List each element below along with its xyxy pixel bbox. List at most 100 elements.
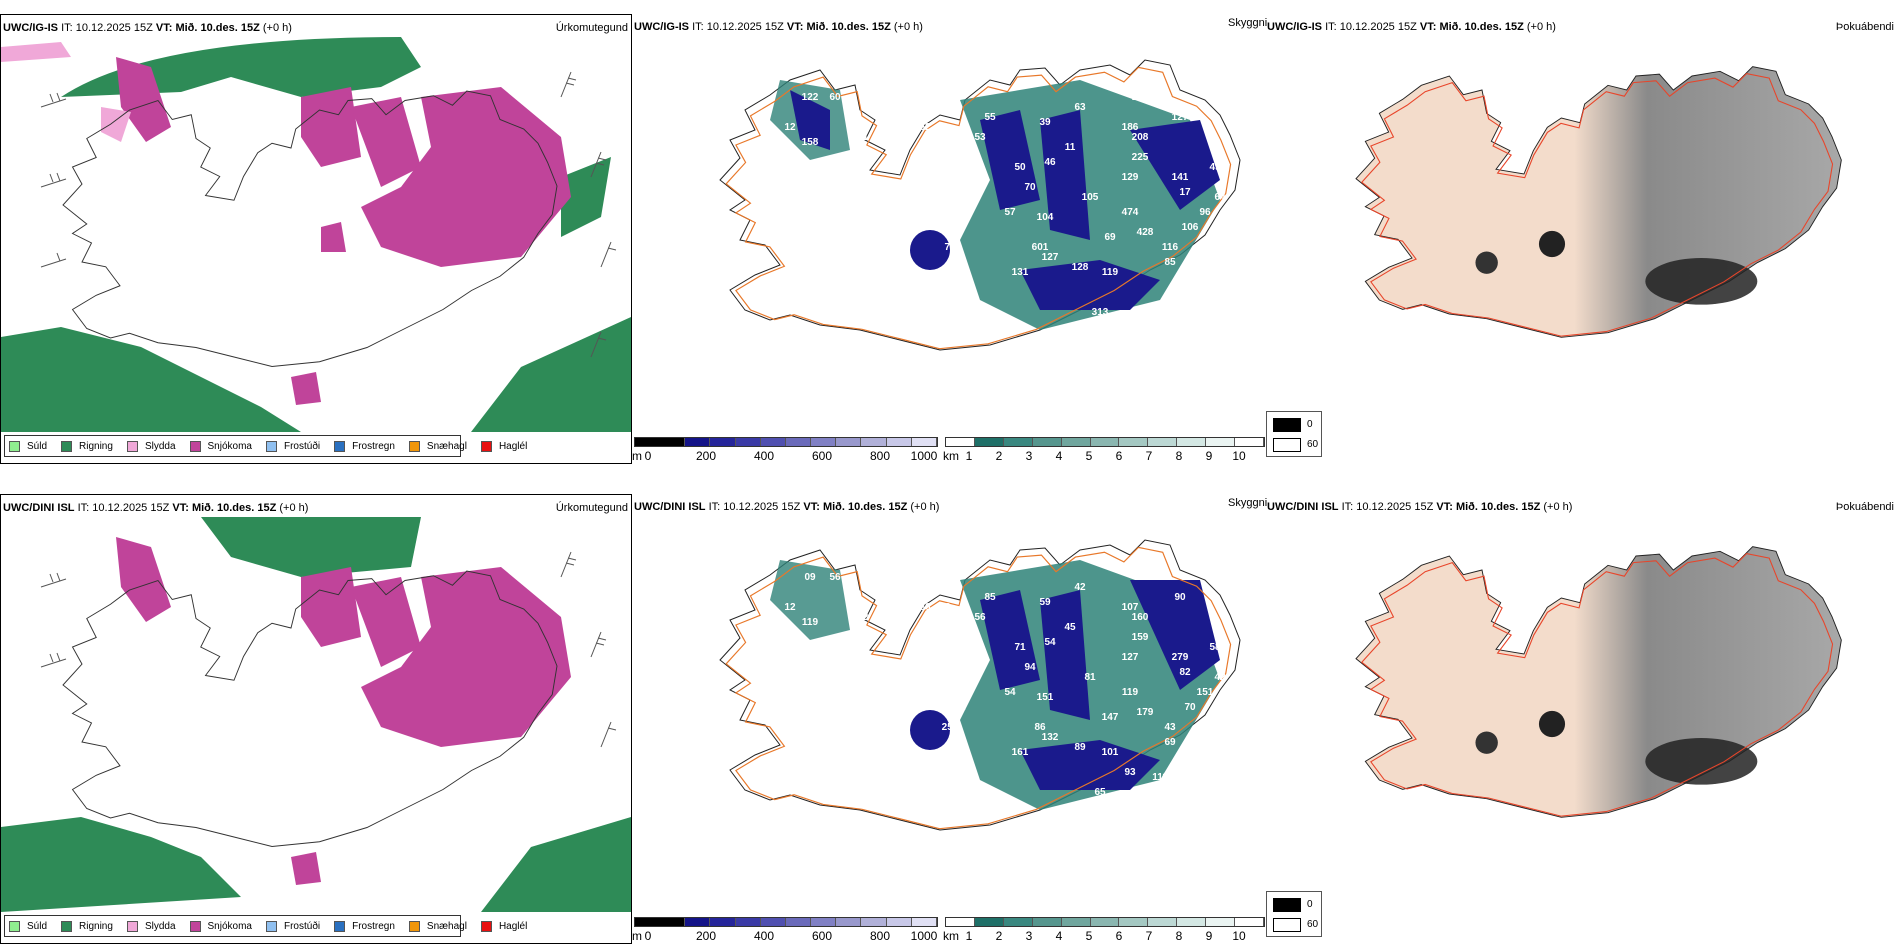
ceiling-value-label: 85: [1164, 257, 1176, 268]
tick: 4: [1055, 449, 1063, 463]
visibility-colorbar: km 1 2 3 4 5 6 7 8 9 10: [943, 917, 1265, 947]
legend-swatch: [9, 440, 20, 452]
ceiling-value-label: 279: [1172, 652, 1189, 663]
tick: 800: [869, 929, 891, 943]
ceiling-value-label: 39: [1039, 117, 1051, 128]
ceiling-map: 09 56 12 119 102 50 11 86 83 85 56 60 59 42 45 54 71 94 54…: [719, 539, 1241, 831]
visibility-color-cell: [1119, 438, 1149, 446]
panel-name: Úrkomutegund: [555, 502, 628, 514]
visibility-color-cell: [1061, 438, 1091, 446]
ceiling-value-label: 84: [814, 162, 826, 173]
ceiling-value-label: 151: [1197, 687, 1214, 698]
ceiling-value-label: 106: [892, 247, 909, 258]
ceiling-value-label: 76: [954, 222, 966, 233]
tick: 6: [1115, 449, 1123, 463]
fog-swatch-0: [1273, 898, 1301, 912]
ceiling-color-cell: [635, 438, 686, 446]
ceiling-color-cell: [861, 438, 887, 446]
tick: 9: [1205, 929, 1213, 943]
ceiling-value-label: 67: [1084, 812, 1096, 823]
legend-swatch: [265, 920, 277, 932]
precip-type-map: [1, 37, 631, 432]
fog-swatch-60: [1273, 918, 1301, 932]
ceiling-value-label: 42: [1074, 582, 1086, 593]
visibility-color-cell: [1090, 918, 1120, 926]
tick: 600: [811, 929, 833, 943]
tick: 3: [1025, 449, 1033, 463]
ceiling-value-label: 60: [954, 632, 966, 643]
fog-legend: 0 60: [1266, 891, 1322, 937]
ceiling-color-cell: [836, 918, 862, 926]
visibility-color-cell: [946, 918, 975, 926]
ceiling-value-label: 116: [1162, 242, 1179, 253]
ceiling-colorbar: m 0 200 400 600 800 1000: [632, 917, 938, 947]
legend-item-frostudi: Frostúði: [265, 440, 320, 452]
ceiling-value-label: 104: [1037, 212, 1054, 223]
tick: 2: [995, 449, 1003, 463]
fog-swatch-0: [1273, 418, 1301, 432]
legend-item-hagel: Haglél: [480, 920, 527, 932]
panel-title: UWC/IG-IS IT: 10.12.2025 15Z VT: Mið. 10…: [3, 22, 292, 34]
ceiling-value-label: 93: [1124, 767, 1136, 778]
legend-item-frostregn: Frostregn: [334, 920, 395, 932]
visibility-color-cell: [1032, 438, 1062, 446]
legend-item-snaehagl: Snæhagl: [408, 920, 467, 932]
ceiling-color-cell: [685, 918, 711, 926]
ceiling-value-label: 82: [1194, 262, 1206, 273]
visibility-color-cell: [1177, 438, 1207, 446]
ceiling-value-label: 129: [1122, 172, 1139, 183]
ceiling-value-label: 94: [1024, 662, 1036, 673]
legend-swatch: [408, 920, 420, 932]
ceiling-value-label: 601: [1032, 242, 1049, 253]
ceiling-color-cell: [760, 918, 786, 926]
wind-barbs: [40, 71, 617, 358]
ceiling-value-label: 154: [1192, 742, 1209, 753]
ceiling-value-label: 158: [802, 137, 819, 148]
tick: 600: [811, 449, 833, 463]
ceiling-value-label: 40: [954, 152, 966, 163]
ceiling-value-label: 198: [872, 742, 889, 753]
ceiling-value-label: 127: [1172, 112, 1189, 123]
ceiling-value-label: 54: [1004, 687, 1016, 698]
tick: 200: [695, 449, 717, 463]
ceiling-value-label: 63: [1074, 102, 1086, 113]
legend-item-snaehagl: Snæhagl: [408, 440, 467, 452]
ceiling-value-label: 141: [1172, 172, 1189, 183]
visibility-color-cell: [1003, 918, 1033, 926]
ceiling-color-cell: [710, 438, 736, 446]
tick: 200: [695, 929, 717, 943]
ceiling-map: 122 60 12 158 101 84 39 62 3 55 53 40 39 63 11 46 50 70 57…: [719, 59, 1241, 351]
ceiling-value-label: 256: [942, 722, 959, 733]
ceiling-panel-title: UWC/IG-IS IT: 10.12.2025 15Z VT: Mið. 10…: [634, 21, 923, 33]
ceiling-color-cell: [685, 438, 711, 446]
ceiling-value-label: 56: [829, 572, 841, 583]
ceiling-value-label: 89: [1074, 742, 1086, 753]
panel-title: UWC/DINI ISL IT: 10.12.2025 15Z VT: Mið.…: [3, 502, 309, 514]
tick: 1000: [910, 929, 938, 943]
ceiling-value-label: 131: [1012, 267, 1029, 278]
ceiling-value-label: 54: [1044, 637, 1056, 648]
ceiling-panel-name: Skyggni: [1228, 497, 1268, 509]
visibility-color-cell: [1206, 438, 1236, 446]
tick: 400: [753, 929, 775, 943]
precip-legend: Súld Rigning Slydda Snjókoma Frostúði Fr…: [4, 915, 527, 937]
ceiling-color-cell: [836, 438, 862, 446]
tick: 400: [753, 449, 775, 463]
ceiling-value-label: 147: [1102, 712, 1119, 723]
ceiling-color-cell: [886, 918, 912, 926]
ceiling-value-label: 72: [944, 242, 956, 253]
tick: 6: [1115, 929, 1123, 943]
legend-item-sild: Súld: [9, 440, 47, 452]
legend-swatch: [126, 920, 138, 932]
ceiling-value-label: 132: [1042, 732, 1059, 743]
legend-item-frostudi: Frostúði: [265, 920, 320, 932]
tick: 4: [1055, 929, 1063, 943]
ceiling-value-label: 62: [919, 122, 931, 133]
tick: 1000: [910, 449, 938, 463]
ceiling-value-label: 474: [1122, 207, 1139, 218]
ceiling-color-cell: [911, 438, 937, 446]
ceiling-value-label: 43: [1164, 722, 1176, 733]
ceiling-value-label: 186: [1122, 122, 1139, 133]
fog-swatch-60: [1273, 438, 1301, 452]
precip-type-panel: UWC/DINI ISL IT: 10.12.2025 15Z VT: Mið.…: [0, 494, 632, 944]
